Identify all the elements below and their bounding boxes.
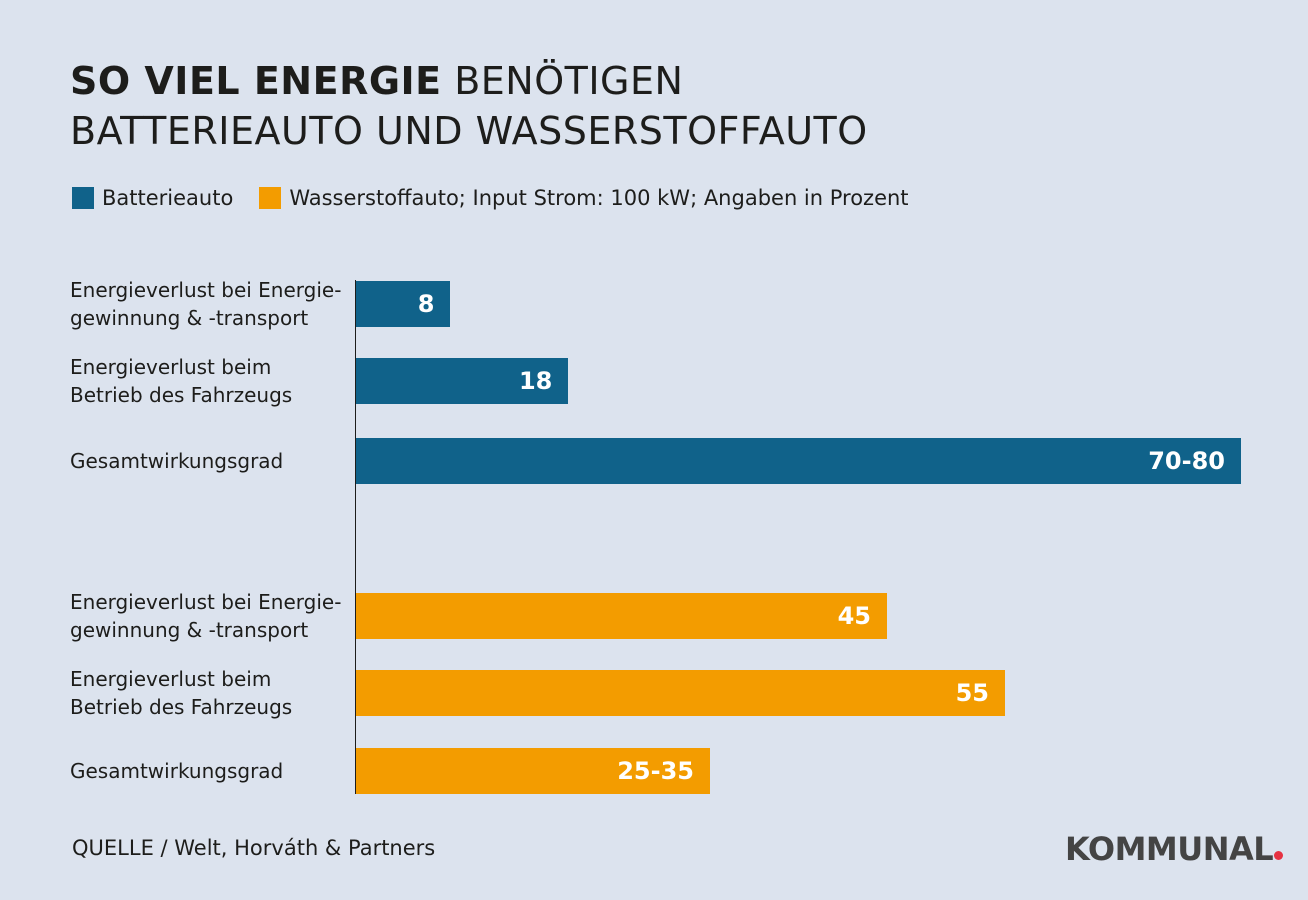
y-axis-line [355, 280, 356, 794]
category-label: Gesamtwirkungsgrad [70, 447, 350, 475]
category-label-line: Betrieb des Fahrzeugs [70, 695, 293, 719]
bar-batterieauto-1: 18 [356, 358, 569, 404]
category-label: Gesamtwirkungsgrad [70, 757, 350, 785]
category-label: Energieverlust bei Energie-gewinnung & -… [70, 588, 350, 644]
logo-dot [1274, 851, 1284, 860]
data-label: 70-80 [1148, 447, 1225, 475]
category-label-line: Energieverlust beim [70, 355, 272, 379]
logo-text: KOMMUNAL [1065, 830, 1274, 868]
title-rest: BENÖTIGEN [441, 59, 684, 103]
category-label-line: Energieverlust beim [70, 667, 272, 691]
category-label-line: gewinnung & -transport [70, 306, 309, 330]
data-label: 55 [955, 679, 989, 707]
category-label-line: Energieverlust bei Energie- [70, 278, 342, 302]
title-line2: BATTERIEAUTO UND WASSERSTOFFAUTO [70, 109, 868, 153]
category-label: Energieverlust bei Energie-gewinnung & -… [70, 276, 350, 332]
bar-batterieauto-2: 70-80 [356, 438, 1241, 484]
bar-batterieauto-0: 8 [356, 281, 451, 327]
data-label: 8 [417, 290, 435, 318]
data-label: 25-35 [617, 757, 694, 785]
category-label-line: Gesamtwirkungsgrad [70, 759, 284, 783]
source-note: QUELLE / Welt, Horváth & Partners [72, 836, 436, 860]
category-label-line: Gesamtwirkungsgrad [70, 449, 284, 473]
legend: Batterieauto Wasserstoffauto; Input Stro… [72, 186, 935, 210]
bar-wasserstoffauto-2: 25-35 [356, 748, 710, 794]
legend-swatch-wasserstoffauto [259, 187, 282, 209]
category-label: Energieverlust beim Betrieb des Fahrzeugs [70, 665, 350, 721]
bar-wasserstoffauto-0: 45 [356, 593, 887, 639]
legend-label-wasserstoffauto: Wasserstoffauto; Input Strom: 100 kW; An… [289, 186, 909, 210]
category-label: Energieverlust beim Betrieb des Fahrzeugs [70, 353, 350, 409]
category-label-line: Betrieb des Fahrzeugs [70, 383, 293, 407]
title-bold: SO VIEL ENERGIE [70, 59, 442, 103]
legend-label-batterieauto: Batterieauto [102, 186, 234, 210]
bar-wasserstoffauto-1: 55 [356, 670, 1005, 716]
kommunal-logo: KOMMUNAL [1065, 830, 1284, 868]
category-label-line: gewinnung & -transport [70, 618, 309, 642]
legend-swatch-batterieauto [72, 187, 94, 209]
category-label-line: Energieverlust bei Energie- [70, 590, 342, 614]
data-label: 45 [837, 602, 871, 630]
data-label: 18 [518, 367, 553, 395]
chart-title: SO VIEL ENERGIE BENÖTIGEN BATTERIEAUTO U… [70, 56, 868, 156]
